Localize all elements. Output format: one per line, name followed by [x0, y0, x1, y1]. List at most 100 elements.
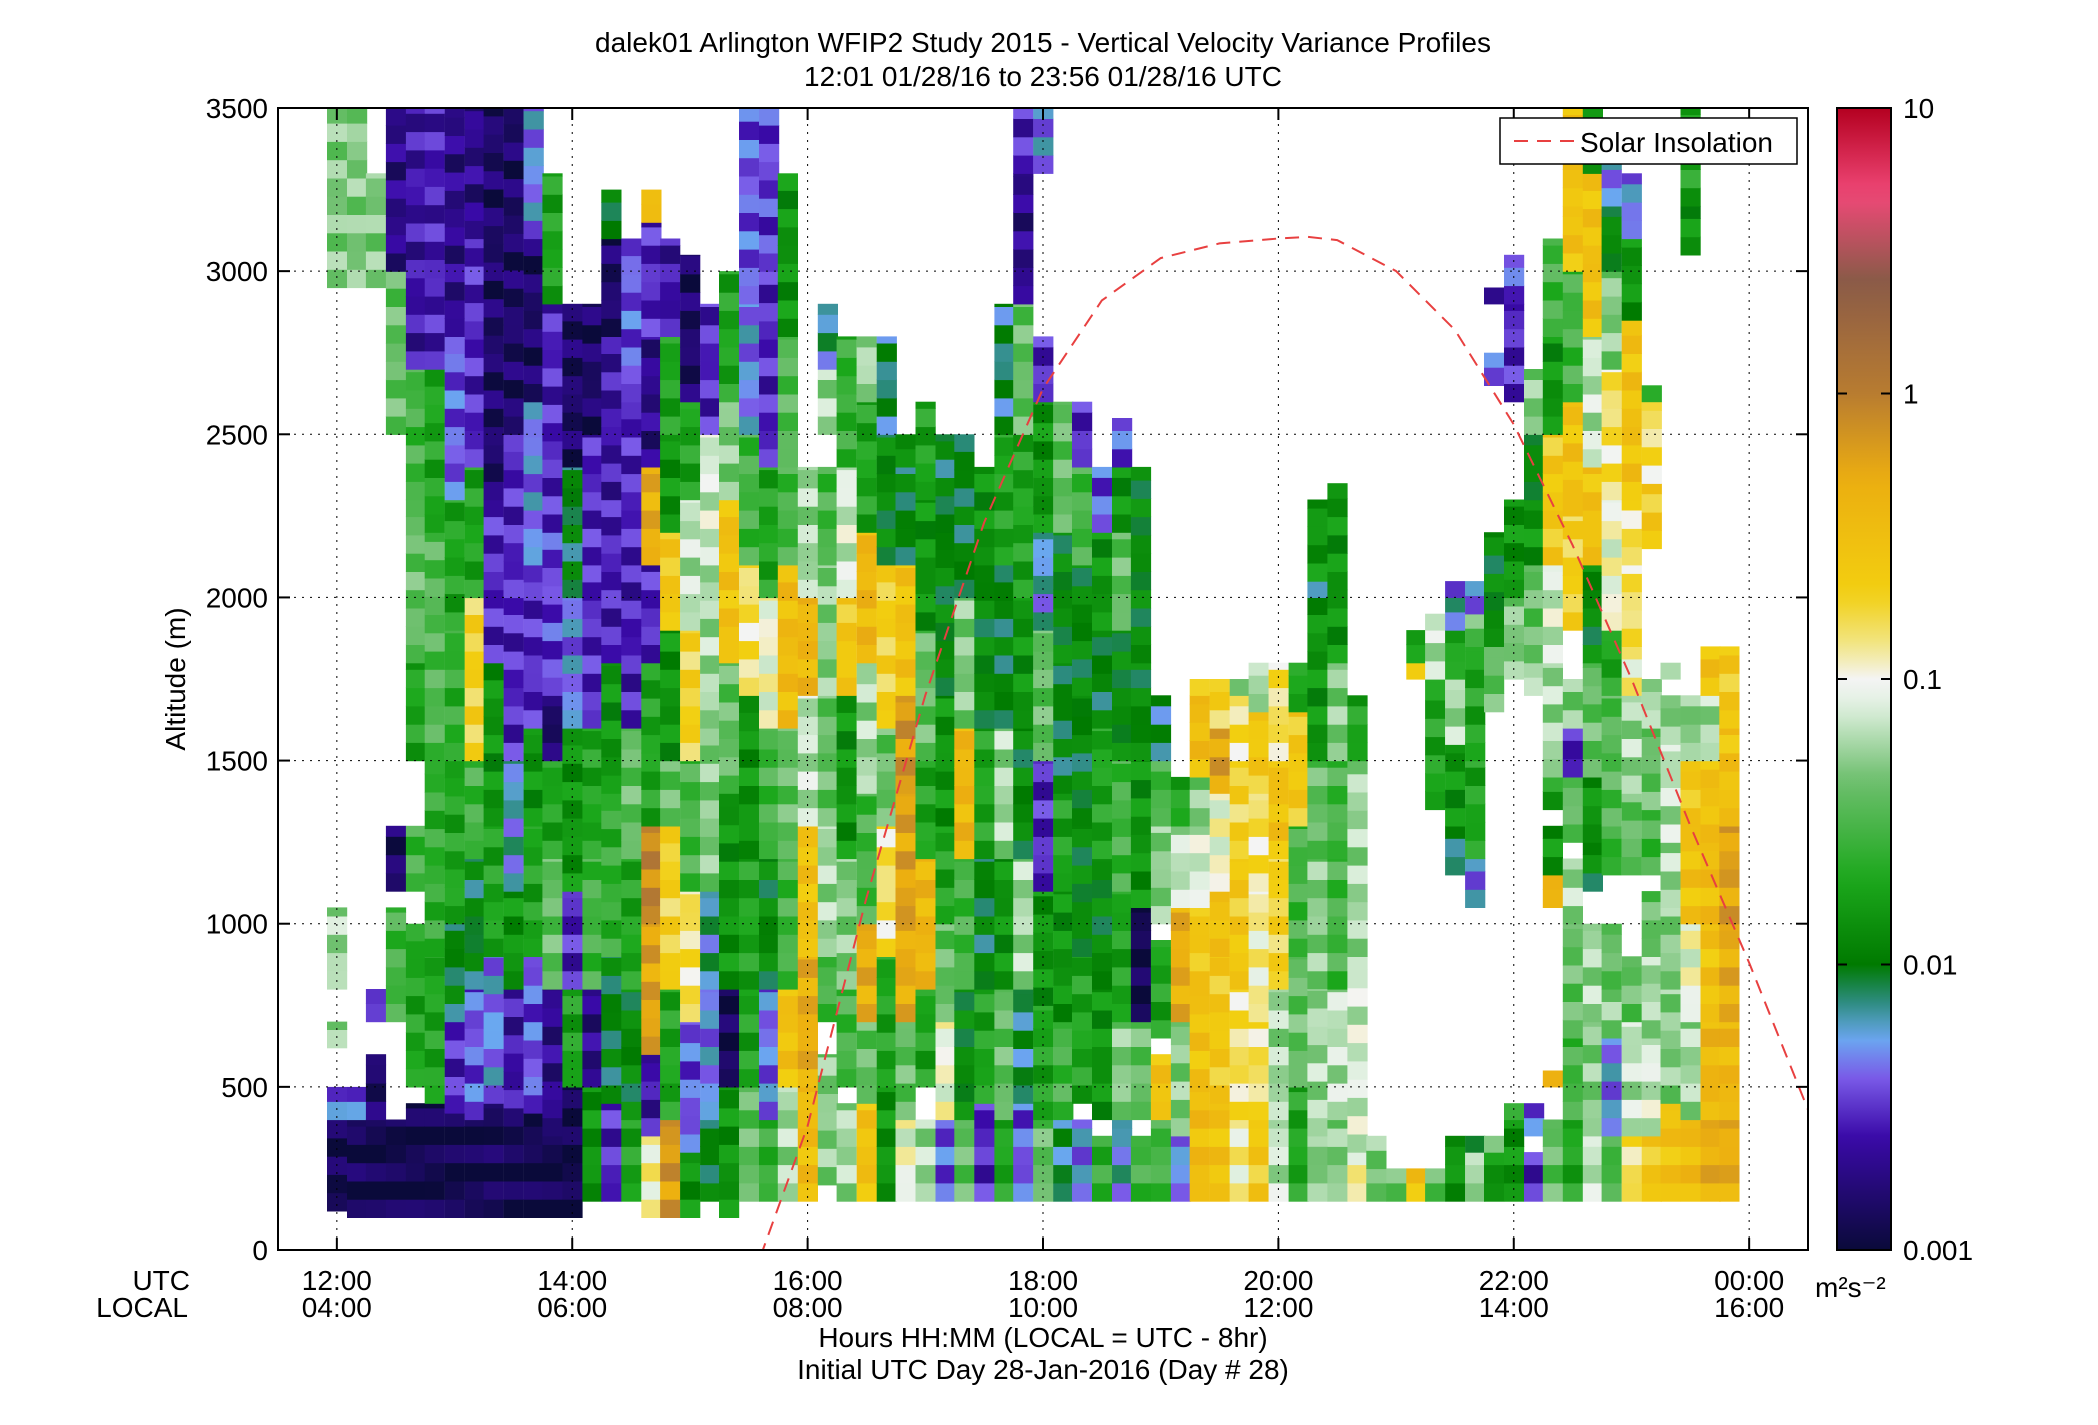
heatmap-cell: [1327, 1164, 1348, 1184]
heatmap-cell: [935, 923, 956, 931]
heatmap-cell: [542, 404, 563, 424]
heatmap-cell: [1719, 752, 1740, 772]
heatmap-cell: [424, 1144, 445, 1164]
heatmap-cell: [405, 977, 427, 997]
heatmap-cell: [1680, 1164, 1701, 1184]
heatmap-cell: [739, 139, 760, 159]
heatmap-cell: [1288, 956, 1309, 960]
heatmap-cell: [523, 828, 544, 848]
heatmap-cell: [1641, 465, 1662, 484]
heatmap-cell: [1327, 897, 1348, 917]
heatmap-cell: [542, 952, 563, 972]
heatmap-cell: [1072, 828, 1093, 848]
heatmap-cell: [405, 724, 427, 743]
heatmap-cell: [856, 495, 877, 515]
heatmap-cell: [601, 499, 622, 518]
heatmap-cell: [1112, 781, 1133, 801]
heatmap-cell: [385, 825, 407, 837]
heatmap-cell: [542, 532, 563, 550]
heatmap-cell: [994, 673, 1015, 692]
heatmap-cell: [719, 292, 740, 311]
heatmap-cell: [621, 455, 642, 475]
heatmap-cell: [483, 371, 504, 391]
heatmap-cell: [1170, 985, 1192, 1004]
heatmap-cell: [1621, 956, 1642, 968]
heatmap-cell: [1582, 571, 1603, 591]
heatmap-cell: [1347, 810, 1368, 830]
heatmap-cell: [777, 1182, 798, 1202]
heatmap-cell: [1582, 872, 1603, 892]
heatmap-cell: [1033, 705, 1054, 725]
heatmap-cell: [562, 897, 583, 917]
heatmap-cell: [759, 934, 780, 954]
heatmap-cell: [523, 581, 544, 601]
heatmap-cell: [503, 306, 524, 326]
heatmap-cell: [739, 995, 760, 1015]
heatmap-cell: [660, 650, 681, 670]
heatmap-cell: [759, 730, 780, 750]
heatmap-cell: [1189, 825, 1210, 835]
heatmap-cell: [1013, 506, 1034, 525]
heatmap-cell: [680, 365, 701, 384]
heatmap-cell: [876, 807, 897, 827]
heatmap-cell: [759, 952, 780, 972]
heatmap-cell: [680, 1133, 701, 1153]
heatmap-cell: [777, 600, 798, 619]
heatmap-cell: [719, 683, 740, 703]
heatmap-cell: [444, 538, 465, 558]
heatmap-cell: [1013, 858, 1034, 862]
heatmap-cell: [856, 923, 877, 931]
heatmap-cell: [385, 342, 407, 362]
heatmap-cell: [836, 803, 857, 823]
heatmap-cell: [1562, 401, 1583, 407]
heatmap-cell: [739, 989, 760, 997]
heatmap-cell: [895, 677, 916, 696]
heatmap-cell: [483, 734, 504, 754]
heatmap-cell: [1327, 1119, 1348, 1129]
heatmap-cell: [405, 571, 427, 591]
heatmap-cell: [1033, 742, 1054, 762]
heatmap-cell: [1680, 771, 1701, 790]
heatmap-cell: [1465, 669, 1486, 689]
heatmap-cell: [1425, 718, 1446, 738]
heatmap-cell: [444, 632, 465, 652]
heatmap-cell: [1621, 801, 1642, 821]
heatmap-cell: [954, 1182, 975, 1202]
heatmap-cell: [582, 861, 603, 880]
heatmap-cell: [680, 799, 701, 819]
heatmap-cell: [777, 934, 798, 954]
heatmap-cell: [1327, 952, 1348, 972]
heatmap-cell: [1700, 1082, 1721, 1102]
heatmap-cell: [523, 273, 544, 293]
heatmap-cell: [1660, 870, 1681, 890]
heatmap-cell: [895, 948, 916, 968]
heatmap-cell: [483, 846, 504, 866]
heatmap-cell: [523, 618, 544, 638]
heatmap-cell: [1327, 483, 1348, 499]
heatmap-cell: [621, 255, 642, 275]
heatmap-cell: [444, 575, 465, 595]
heatmap-cell: [719, 1144, 740, 1164]
heatmap-cell: [1112, 1082, 1133, 1102]
heatmap-cell: [641, 944, 662, 964]
y-tick-label: 1500: [206, 746, 268, 777]
heatmap-cell: [582, 491, 603, 511]
heatmap-cell: [895, 966, 916, 986]
heatmap-cell: [464, 1126, 485, 1145]
heatmap-cell: [1601, 216, 1622, 236]
heatmap-cell: [876, 528, 897, 548]
heatmap-cell: [1248, 1146, 1269, 1166]
heatmap-cell: [464, 1028, 485, 1047]
heatmap-cell: [935, 640, 956, 660]
heatmap-cell: [385, 948, 407, 968]
heatmap-cell: [1680, 108, 1701, 116]
heatmap-cell: [1170, 776, 1192, 790]
heatmap-cell: [660, 687, 681, 707]
heatmap-cell: [1700, 658, 1721, 678]
heatmap-cell: [1680, 868, 1701, 888]
heatmap-cell: [739, 1182, 760, 1202]
heatmap-cell: [1562, 216, 1583, 236]
heatmap-cell: [1700, 677, 1721, 696]
heatmap-cell: [1406, 662, 1427, 680]
heatmap-cell: [1150, 940, 1172, 948]
